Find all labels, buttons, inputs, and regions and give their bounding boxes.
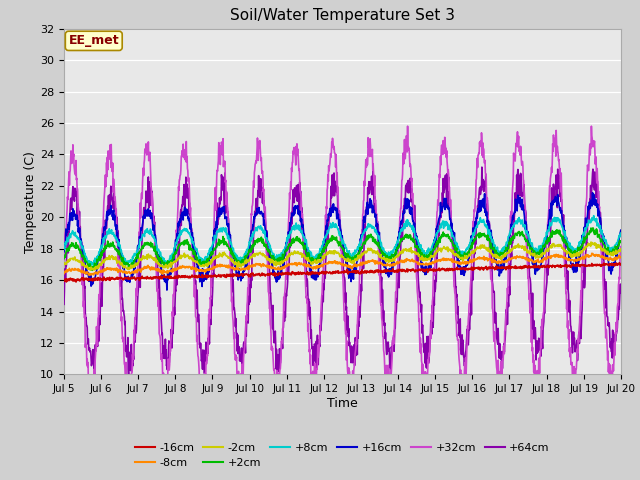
Legend: -16cm, -8cm, -2cm, +2cm, +8cm, +16cm, +32cm, +64cm: -16cm, -8cm, -2cm, +2cm, +8cm, +16cm, +3…: [131, 438, 554, 472]
Y-axis label: Temperature (C): Temperature (C): [24, 151, 37, 252]
X-axis label: Time: Time: [327, 397, 358, 410]
Title: Soil/Water Temperature Set 3: Soil/Water Temperature Set 3: [230, 9, 455, 24]
Text: EE_met: EE_met: [68, 35, 119, 48]
